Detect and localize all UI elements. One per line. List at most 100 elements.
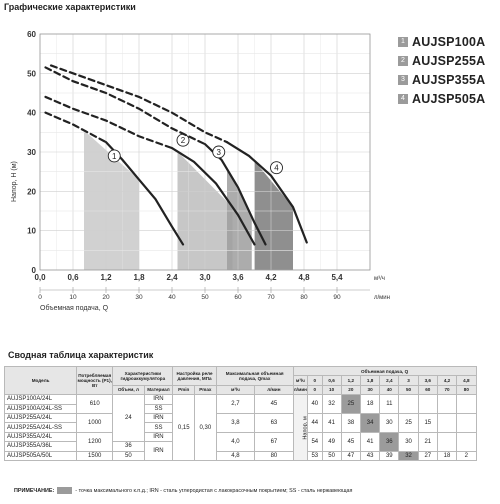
cell-head-value: 40 bbox=[307, 394, 323, 414]
table-row: AUJSP505A/50L 1500 50 4,8 80 53 50 47 43 39 32 27 18… bbox=[3, 450, 496, 461]
legend-name: AUJSP505A bbox=[412, 91, 486, 106]
x-tick-top-label: 4,8 bbox=[298, 273, 310, 282]
legend-name: AUJSP355A bbox=[412, 72, 486, 87]
x-tick-top-label: 1,8 bbox=[133, 273, 145, 282]
th-flow-lmin: 0 bbox=[307, 384, 323, 396]
cell-qmax-lmin: 67 bbox=[254, 431, 294, 452]
cell-head-value: 54 bbox=[307, 431, 323, 452]
table-note: ПРИМЕЧАНИЕ: - точка максимального к.п.д.… bbox=[14, 487, 352, 494]
th-flow-lmin: 20 bbox=[340, 384, 361, 396]
cell-material: IRN bbox=[143, 394, 174, 405]
th-flow-lmin: 60 bbox=[417, 384, 438, 396]
th-flow-m3h: 2,4 bbox=[379, 375, 400, 386]
table-title: Сводная таблица характеристик bbox=[8, 350, 154, 360]
th-flow-lmin: 70 bbox=[436, 384, 458, 396]
cell-tank-volume: 24 bbox=[112, 394, 145, 443]
cell-tank-volume: 36 bbox=[112, 441, 145, 452]
cell-model: AUJSP505A/50L bbox=[3, 450, 78, 461]
th-flow-m3h: 0 bbox=[307, 375, 323, 386]
table-row: AUJSP355A/24L 1200 IRN 4,0 67 54 49 45 41 36 30 21 bbox=[3, 431, 496, 452]
x-tick-bottom-label: 80 bbox=[300, 294, 308, 301]
legend-number: 1 bbox=[398, 36, 408, 47]
cell-model: AUJSP355A/24L bbox=[3, 431, 78, 443]
th-tank: Характеристики гидроаккумулятора bbox=[112, 366, 174, 386]
cell-power: 1500 bbox=[76, 450, 114, 461]
cell-head-value: 44 bbox=[307, 412, 323, 433]
cell-power: 610 bbox=[76, 394, 114, 414]
th-qmax: Максимальная объемная подача, Qmax bbox=[215, 366, 294, 386]
th-pmin: Pmin bbox=[172, 384, 196, 396]
series-dashed-3 bbox=[44, 66, 207, 146]
summary-table-wrapper: Модель Потребляемая мощность (P1), Вт Хара… bbox=[3, 365, 496, 461]
series-marker-1 bbox=[107, 149, 121, 163]
th-flow-unit-lmin: л/мин bbox=[292, 384, 309, 396]
x-tick-bottom-label: 70 bbox=[267, 294, 275, 301]
y-tick-label: 40 bbox=[27, 109, 36, 118]
table-row: AUJSP255A/24L 1000 IRN 3,8 63 44 41 38 34 30 25 15 bbox=[3, 412, 496, 433]
x-tick-bottom-label: 90 bbox=[333, 294, 341, 301]
series-marker-label-2: 2 bbox=[181, 136, 186, 145]
th-flow-m3h: 3 bbox=[398, 375, 419, 386]
x-tick-top-label: 0,0 bbox=[34, 273, 46, 282]
th-qmax-lmin: л/мин bbox=[254, 384, 294, 396]
note-label: ПРИМЕЧАНИЕ: bbox=[14, 487, 55, 494]
band-1 bbox=[84, 130, 139, 270]
th-pmax: Pmax bbox=[194, 384, 217, 396]
legend-name: AUJSP100A bbox=[412, 34, 486, 49]
x-tick-bottom-label: 40 bbox=[168, 294, 176, 301]
legend-item: 3 AUJSP355A bbox=[398, 70, 498, 89]
th-power: Потребляемая мощность (P1), Вт bbox=[76, 365, 114, 396]
cell-head-label: Напор, м bbox=[292, 394, 309, 461]
y-tick-label: 10 bbox=[27, 227, 36, 236]
cell-material: SS bbox=[143, 403, 174, 414]
cell-power: 1000 bbox=[76, 412, 114, 433]
series-marker-label-1: 1 bbox=[112, 152, 117, 161]
cell-head-value bbox=[456, 431, 477, 452]
cell-head-value: 27 bbox=[417, 450, 438, 461]
x-tick-top-label: 3,0 bbox=[199, 273, 211, 282]
cell-head-value: 36 bbox=[379, 431, 400, 452]
th-flow-m3h: 4,2 bbox=[436, 375, 458, 386]
cell-head-value: 25 bbox=[340, 394, 361, 414]
x-unit-top: м³/ч bbox=[374, 276, 385, 282]
cell-head-value: 39 bbox=[379, 450, 400, 461]
series-marker-label-3: 3 bbox=[217, 148, 222, 157]
th-flow-m3h: 1,8 bbox=[359, 375, 381, 386]
chart-legend: 1 AUJSP100A 2 AUJSP255A 3 AUJSP355A 4 AUJSP505A bbox=[398, 32, 498, 108]
legend-number: 3 bbox=[398, 74, 408, 85]
cell-head-value: 49 bbox=[321, 431, 342, 452]
cell-head-value: 38 bbox=[340, 412, 361, 433]
x-tick-bottom-label: 0 bbox=[38, 294, 42, 301]
y-tick-label: 60 bbox=[27, 30, 36, 39]
x-tick-bottom-label: 20 bbox=[102, 294, 110, 301]
th-tank-material: Материал bbox=[143, 384, 174, 396]
x-unit-bottom: л/мин bbox=[374, 295, 390, 301]
cell-material: IRN bbox=[143, 431, 174, 443]
series-dashed-2 bbox=[44, 95, 174, 150]
cell-head-value: 41 bbox=[321, 412, 342, 433]
legend-number: 4 bbox=[398, 93, 408, 104]
th-flow-lmin: 40 bbox=[379, 384, 400, 396]
legend-number: 2 bbox=[398, 55, 408, 66]
cell-head-value: 11 bbox=[379, 394, 400, 414]
th-relay: Настройка реле давления, МПа bbox=[172, 366, 217, 386]
cell-qmax-m3h: 2,7 bbox=[215, 394, 256, 414]
legend-name: AUJSP255A bbox=[412, 53, 486, 68]
cell-model: AUJSP255A/24L bbox=[3, 412, 78, 424]
cell-head-value: 30 bbox=[398, 431, 419, 452]
y-tick-label: 0 bbox=[32, 266, 37, 275]
th-flow: Объемная подача, Q bbox=[292, 365, 477, 377]
th-flow-lmin: 80 bbox=[456, 384, 477, 396]
cell-head-value: 30 bbox=[379, 412, 400, 433]
th-tank-volume: Объем, л bbox=[112, 384, 145, 396]
series-dashed-4 bbox=[49, 64, 229, 144]
cell-qmax-lmin: 63 bbox=[254, 412, 294, 433]
th-qmax-m3h: м³/ч bbox=[215, 384, 256, 396]
cell-power: 1200 bbox=[76, 431, 114, 452]
y-tick-label: 30 bbox=[27, 148, 36, 157]
th-flow-m3h: 4,8 bbox=[456, 375, 477, 386]
th-flow-lmin: 30 bbox=[359, 384, 381, 396]
x-axis-title: Объемная подача, Q bbox=[40, 304, 109, 312]
cell-material: SS bbox=[143, 422, 174, 433]
